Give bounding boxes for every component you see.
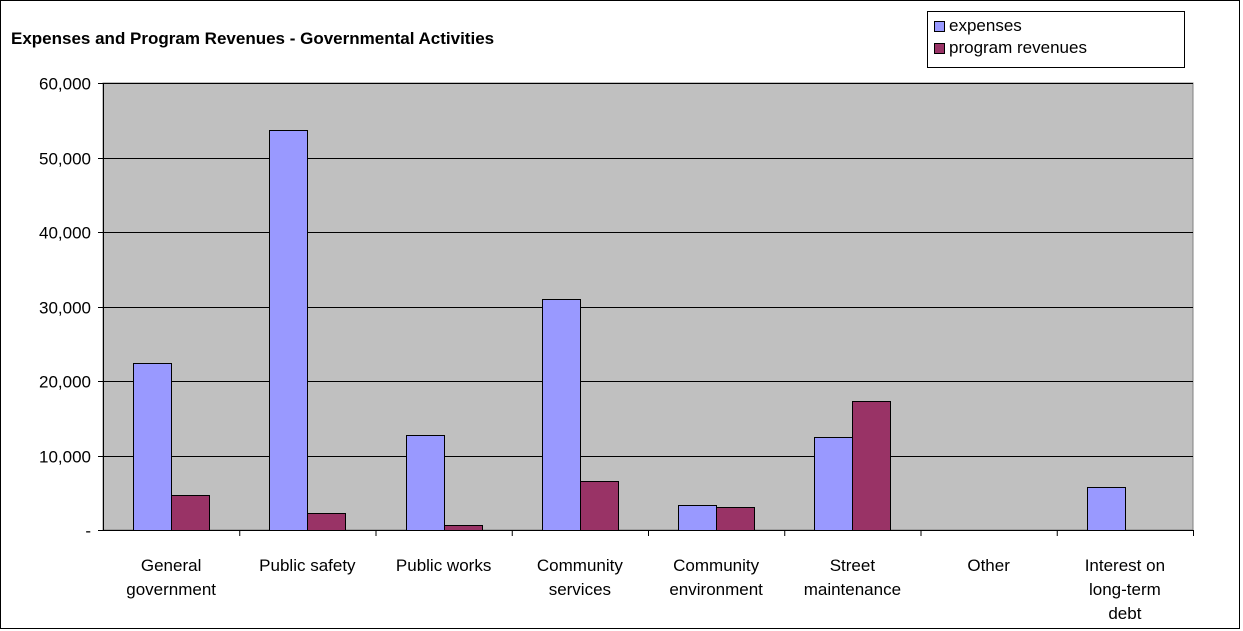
x-category-label: Other (967, 556, 1010, 575)
x-category-label: Community (673, 556, 759, 575)
y-tick-label: 20,000 (39, 373, 91, 392)
bar-expenses (406, 435, 445, 531)
y-tick-label: 10,000 (39, 448, 91, 467)
y-tick-label: 50,000 (39, 150, 91, 169)
bar-program-revenues (444, 525, 483, 531)
bar-expenses (542, 299, 581, 531)
x-category-label: Interest on (1085, 556, 1165, 575)
chart-legend: expenses program revenues (927, 11, 1185, 68)
bar-program-revenues (307, 513, 346, 531)
y-tick-label: 40,000 (39, 224, 91, 243)
bar-program-revenues (580, 481, 619, 531)
x-category-label: long-term (1089, 580, 1161, 599)
x-category-label: General (141, 556, 201, 575)
x-category-label: Public safety (259, 556, 356, 575)
legend-item-expenses: expenses (934, 15, 1022, 37)
x-category-label: Community (537, 556, 623, 575)
legend-label-program-revenues: program revenues (949, 38, 1087, 57)
bar-expenses (678, 505, 717, 531)
y-tick-label: 60,000 (39, 75, 91, 94)
bar-program-revenues (716, 507, 755, 531)
y-tick-label: 30,000 (39, 299, 91, 318)
x-category-label: Street (830, 556, 876, 575)
legend-swatch-expenses (934, 20, 945, 32)
legend-item-program-revenues: program revenues (934, 37, 1087, 59)
bar-program-revenues (852, 401, 891, 531)
bar-expenses (269, 130, 308, 531)
legend-swatch-program-revenues (934, 42, 945, 54)
y-tick-label: - (85, 522, 91, 541)
x-category-label: debt (1108, 604, 1141, 623)
x-category-label: maintenance (804, 580, 901, 599)
bar-expenses (1087, 487, 1126, 531)
x-category-label: Public works (396, 556, 491, 575)
x-category-label: government (126, 580, 216, 599)
chart-title: Expenses and Program Revenues - Governme… (11, 29, 495, 48)
x-category-label: services (549, 580, 611, 599)
x-category-label: environment (669, 580, 763, 599)
bar-expenses (133, 363, 172, 531)
bar-program-revenues (171, 495, 210, 531)
legend-label-expenses: expenses (949, 16, 1022, 35)
bar-expenses (814, 437, 853, 531)
plot-area (102, 82, 1194, 531)
